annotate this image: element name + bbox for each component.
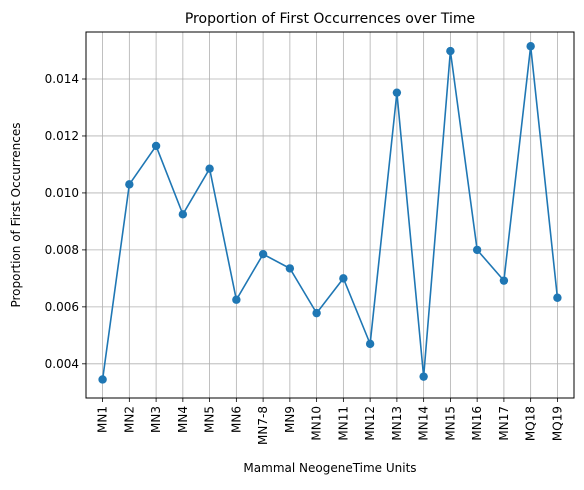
data-point	[98, 375, 107, 384]
x-tick-label: MQ19	[550, 406, 564, 441]
y-tick-label: 0.010	[45, 186, 79, 200]
x-tick-label: MQ18	[524, 406, 538, 441]
y-tick-label: 0.012	[45, 129, 79, 143]
data-point	[365, 339, 375, 349]
ticks: MN1 MN2 MN3 MN4 MN5 MN6 MN7-8 MN9 MN10 MN11 MN12 MN…	[45, 72, 565, 445]
data-point	[178, 210, 188, 219]
data-point	[499, 276, 509, 285]
x-tick-label: MN10	[310, 406, 324, 441]
data-point	[151, 141, 161, 151]
data-point	[339, 274, 348, 283]
x-tick-label: MN6	[229, 406, 243, 433]
x-tick-label: MN16	[470, 406, 484, 441]
data-point	[232, 295, 241, 304]
data-point	[258, 249, 268, 259]
x-axis-label: Mammal NeogeneTime Units	[243, 461, 416, 475]
data-point	[526, 42, 535, 51]
y-tick-label: 0.008	[45, 243, 79, 257]
x-tick-label: MN13	[390, 406, 404, 441]
chart-title: Proportion of First Occurrences over Tim…	[185, 11, 475, 27]
x-tick-label: MN2	[122, 406, 136, 433]
data-point	[419, 372, 428, 381]
x-tick-label: MN11	[336, 406, 350, 441]
data-point	[205, 164, 214, 173]
y-tick-label: 0.014	[45, 72, 79, 86]
y-tick-label: 0.006	[45, 300, 79, 314]
x-tick-label: MN9	[283, 406, 297, 433]
data-point	[553, 293, 562, 302]
plot-frame	[85, 31, 575, 399]
data-point	[125, 180, 134, 189]
x-tick-label: MN17	[497, 406, 511, 441]
x-tick-label: MN7-8	[256, 406, 270, 445]
data-point	[472, 245, 482, 255]
x-tick-label: MN5	[203, 406, 217, 433]
data-point	[446, 46, 455, 56]
x-tick-label: MN14	[417, 406, 431, 441]
x-tick-label: MN4	[176, 406, 190, 433]
series-line	[101, 46, 559, 380]
data-point	[312, 308, 321, 318]
x-tick-label: MN1	[96, 406, 110, 433]
data-point	[392, 88, 402, 97]
x-tick-label: MN12	[363, 406, 377, 441]
series	[98, 42, 562, 384]
x-tick-label: MN3	[149, 406, 163, 433]
x-tick-label: MN15	[443, 406, 457, 441]
y-axis-label: Proportion of First Occurrences	[9, 122, 23, 307]
y-tick-label: 0.004	[45, 357, 79, 371]
data-point	[285, 264, 295, 273]
